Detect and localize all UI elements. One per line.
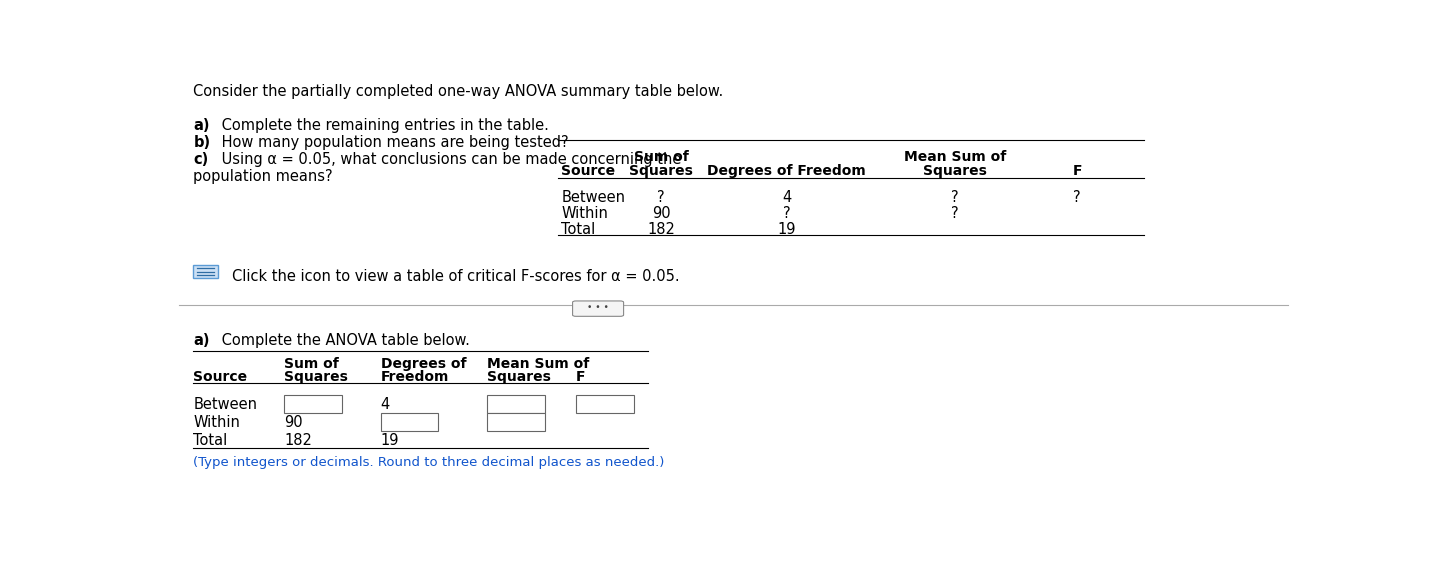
Text: • • •: • • •	[587, 303, 610, 312]
Text: Squares: Squares	[923, 164, 987, 178]
Text: F: F	[575, 370, 585, 384]
Text: (Type integers or decimals. Round to three decimal places as needed.): (Type integers or decimals. Round to thr…	[193, 456, 664, 468]
Text: Mean Sum of: Mean Sum of	[487, 357, 590, 372]
FancyBboxPatch shape	[193, 265, 218, 278]
Text: Click the icon to view a table of critical F-scores for α = 0.05.: Click the icon to view a table of critic…	[232, 269, 680, 284]
Text: Degrees of Freedom: Degrees of Freedom	[707, 164, 866, 178]
Text: population means?: population means?	[193, 168, 333, 184]
Text: 182: 182	[647, 222, 675, 237]
FancyBboxPatch shape	[285, 394, 342, 413]
Text: b): b)	[193, 134, 210, 150]
Text: Complete the remaining entries in the table.: Complete the remaining entries in the ta…	[216, 118, 548, 133]
Text: ?: ?	[657, 190, 665, 205]
Text: ?: ?	[783, 206, 790, 221]
Text: Total: Total	[193, 433, 228, 448]
FancyBboxPatch shape	[572, 301, 624, 316]
Text: Consider the partially completed one-way ANOVA summary table below.: Consider the partially completed one-way…	[193, 84, 724, 99]
Text: 4: 4	[381, 397, 391, 411]
Text: 182: 182	[285, 433, 312, 448]
Text: Sum of: Sum of	[285, 357, 339, 372]
Text: a): a)	[193, 118, 210, 133]
Text: Sum of: Sum of	[634, 150, 688, 164]
FancyBboxPatch shape	[381, 413, 438, 431]
FancyBboxPatch shape	[487, 413, 545, 431]
Text: Complete the ANOVA table below.: Complete the ANOVA table below.	[216, 333, 469, 349]
Text: Squares: Squares	[285, 370, 348, 384]
Text: Within: Within	[193, 415, 240, 430]
FancyBboxPatch shape	[575, 394, 634, 413]
Text: Squares: Squares	[487, 370, 551, 384]
Text: 19: 19	[381, 433, 399, 448]
Text: ?: ?	[952, 206, 959, 221]
Text: 19: 19	[777, 222, 796, 237]
Text: F: F	[1072, 164, 1082, 178]
Text: Source: Source	[561, 164, 615, 178]
Text: 4: 4	[781, 190, 791, 205]
Text: Between: Between	[561, 190, 625, 205]
Text: 90: 90	[285, 415, 303, 430]
Text: Source: Source	[193, 370, 248, 384]
Text: Total: Total	[561, 222, 595, 237]
Text: Degrees of: Degrees of	[381, 357, 467, 372]
Text: Mean Sum of: Mean Sum of	[904, 150, 1006, 164]
Text: Squares: Squares	[630, 164, 693, 178]
Text: 90: 90	[653, 206, 671, 221]
FancyBboxPatch shape	[487, 394, 545, 413]
Text: c): c)	[193, 152, 209, 167]
Text: Between: Between	[193, 397, 258, 411]
Text: ?: ?	[1073, 190, 1080, 205]
Text: Freedom: Freedom	[381, 370, 449, 384]
Text: ?: ?	[952, 190, 959, 205]
Text: a): a)	[193, 333, 210, 349]
Text: Within: Within	[561, 206, 608, 221]
Text: How many population means are being tested?: How many population means are being test…	[216, 134, 568, 150]
Text: Using α = 0.05, what conclusions can be made concerning the: Using α = 0.05, what conclusions can be …	[216, 152, 681, 167]
